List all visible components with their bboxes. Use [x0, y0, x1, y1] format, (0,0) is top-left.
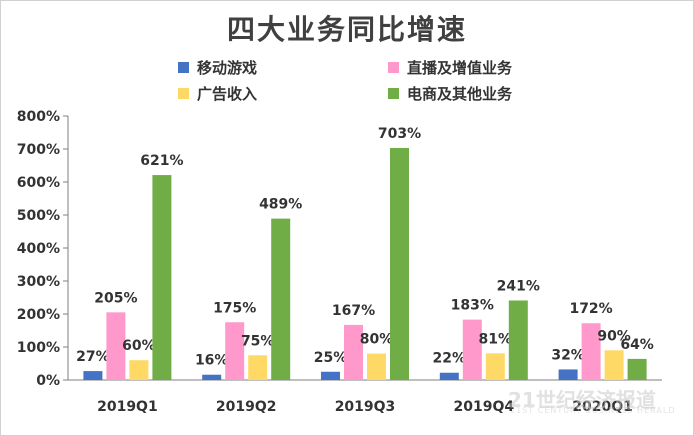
- legend-swatch-ecommerce: [388, 87, 399, 99]
- bar-2019Q1-3: [152, 175, 172, 380]
- legend-label-advertising: 广告收入: [197, 84, 258, 103]
- chart-title: 四大业务同比增速: [226, 13, 467, 46]
- data-label: 22%: [433, 351, 467, 367]
- bar-2019Q1-1: [106, 312, 126, 380]
- bar-2019Q3-1: [344, 324, 363, 380]
- legend-label-live-streaming: 直播及增值业务: [407, 58, 513, 77]
- data-label: 16%: [195, 353, 229, 369]
- bar-2020Q1-2: [604, 350, 624, 380]
- data-label: 90%: [597, 328, 631, 344]
- bar-2019Q2-2: [248, 355, 268, 380]
- bar-2019Q2-1: [225, 322, 245, 380]
- bar-2020Q1-0: [558, 369, 578, 380]
- legend-item-advertising: 广告收入: [178, 83, 257, 103]
- legend-swatch-advertising: [178, 87, 189, 99]
- bar-2019Q2-3: [271, 218, 291, 380]
- data-label: 489%: [259, 197, 302, 213]
- legend-swatch-mobile-games: [178, 61, 189, 73]
- x-tick-label: 2019Q2: [216, 399, 277, 415]
- y-tick-label: 400%: [17, 241, 60, 257]
- data-label: 60%: [122, 338, 156, 354]
- bar-2019Q3-0: [321, 371, 340, 380]
- data-label: 172%: [569, 301, 612, 317]
- y-tick-label: 100%: [17, 340, 60, 356]
- bar-2019Q3-2: [367, 353, 386, 380]
- bar-2019Q3-3: [390, 148, 409, 380]
- data-label: 703%: [378, 126, 421, 142]
- x-tick-label: 2019Q3: [335, 399, 396, 415]
- legend-item-ecommerce: 电商及其他业务: [388, 83, 512, 103]
- bar-2019Q1-0: [83, 371, 103, 380]
- y-tick-label: 600%: [17, 175, 60, 191]
- bar-2019Q1-2: [129, 360, 149, 380]
- data-label: 25%: [314, 350, 348, 366]
- bar-2020Q1-1: [581, 323, 601, 380]
- data-label: 175%: [213, 300, 256, 316]
- data-label: 621%: [140, 153, 183, 169]
- y-tick-label: 300%: [17, 274, 60, 290]
- legend-swatch-live-streaming: [388, 61, 399, 73]
- data-label: 32%: [551, 347, 585, 363]
- legend-item-mobile-games: 移动游戏: [178, 57, 257, 77]
- y-tick-label: 500%: [17, 208, 60, 224]
- watermark-logo: 21世纪经济报道: [508, 388, 656, 412]
- x-tick-label: 2020Q1: [572, 399, 633, 415]
- y-tick-label: 0%: [36, 373, 60, 389]
- data-label: 81%: [479, 331, 513, 347]
- data-label: 241%: [497, 278, 540, 294]
- bar-2019Q4-3: [508, 300, 528, 380]
- data-label: 64%: [620, 337, 654, 353]
- data-label: 167%: [332, 303, 375, 319]
- y-tick-label: 200%: [17, 307, 60, 323]
- legend-label-mobile-games: 移动游戏: [197, 58, 258, 77]
- bar-2019Q4-0: [439, 372, 459, 380]
- data-label: 183%: [451, 298, 494, 314]
- x-tick-label: 2019Q1: [97, 399, 158, 415]
- bar-2019Q4-1: [462, 319, 482, 380]
- data-label: 80%: [360, 332, 394, 348]
- data-label: 75%: [241, 333, 275, 349]
- y-tick-label: 800%: [17, 109, 60, 125]
- y-tick-label: 700%: [17, 142, 60, 158]
- data-label: 27%: [76, 349, 110, 365]
- bar-2020Q1-3: [627, 358, 647, 380]
- bar-2019Q4-2: [485, 353, 505, 380]
- legend-item-live-streaming: 直播及增值业务: [388, 57, 512, 77]
- x-tick-label: 2019Q4: [453, 399, 514, 415]
- data-label: 205%: [94, 290, 137, 306]
- legend-label-ecommerce: 电商及其他业务: [407, 84, 513, 103]
- watermark-subtitle: 21ST CENTURY BUSINESS HERALD: [510, 406, 676, 415]
- bar-2019Q2-0: [202, 374, 222, 380]
